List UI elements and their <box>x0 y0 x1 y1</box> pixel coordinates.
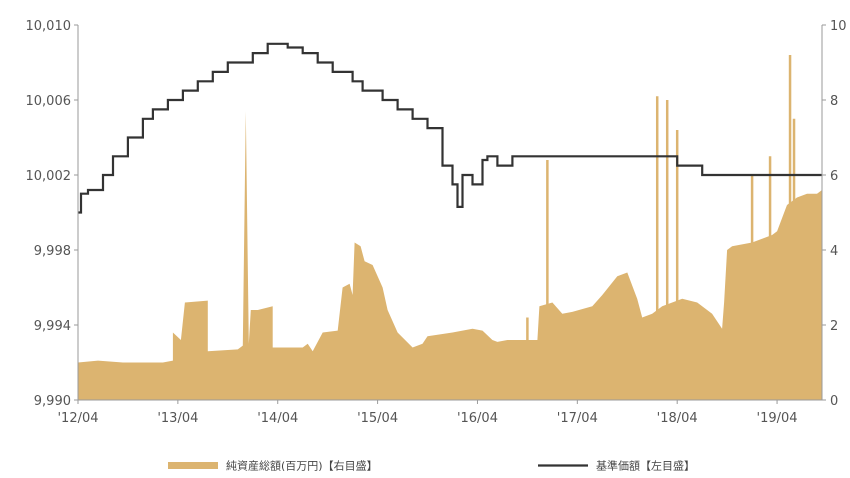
y-left-tick-label: 10,006 <box>26 94 72 109</box>
x-tick-label: '19/04 <box>757 411 798 426</box>
y-left-tick-label: 10,010 <box>26 19 72 34</box>
area-layer <box>78 55 822 401</box>
x-tick-label: '12/04 <box>57 411 98 426</box>
x-tick-label: '18/04 <box>657 411 698 426</box>
y-right-tick-label: 4 <box>830 244 838 259</box>
x-tick-label: '15/04 <box>357 411 398 426</box>
axis-layer: 9,990 9,994 9,998 10,002 10,006 10,010 0 2 4 6 8 10… <box>26 19 847 426</box>
x-tick-label: '17/04 <box>557 411 598 426</box>
y-right-tick-label: 10 <box>830 19 847 34</box>
area-series <box>78 111 822 401</box>
legend-label-area: 純資産総額(百万円)【右目盛】 <box>226 459 378 473</box>
y-right-tick-label: 2 <box>830 319 838 334</box>
x-tick-label: '13/04 <box>157 411 198 426</box>
y-right-tick-label: 6 <box>830 169 838 184</box>
y-left-tick-label: 9,994 <box>34 319 71 334</box>
y-right-tick-label: 8 <box>830 94 838 109</box>
y-left-tick-label: 9,990 <box>34 394 71 409</box>
y-left-tick-label: 10,002 <box>26 169 72 184</box>
y-right-tick-label: 0 <box>830 394 838 409</box>
line-series <box>78 42 822 214</box>
legend: 純資産総額(百万円)【右目盛】 基準価額【左目盛】 <box>168 459 695 473</box>
x-tick-label: '14/04 <box>257 411 298 426</box>
y-left-tick-label: 9,998 <box>34 244 71 259</box>
x-tick-label: '16/04 <box>457 411 498 426</box>
legend-swatch-area <box>168 462 218 469</box>
line-layer <box>78 42 822 214</box>
legend-label-line: 基準価額【左目盛】 <box>596 459 695 473</box>
